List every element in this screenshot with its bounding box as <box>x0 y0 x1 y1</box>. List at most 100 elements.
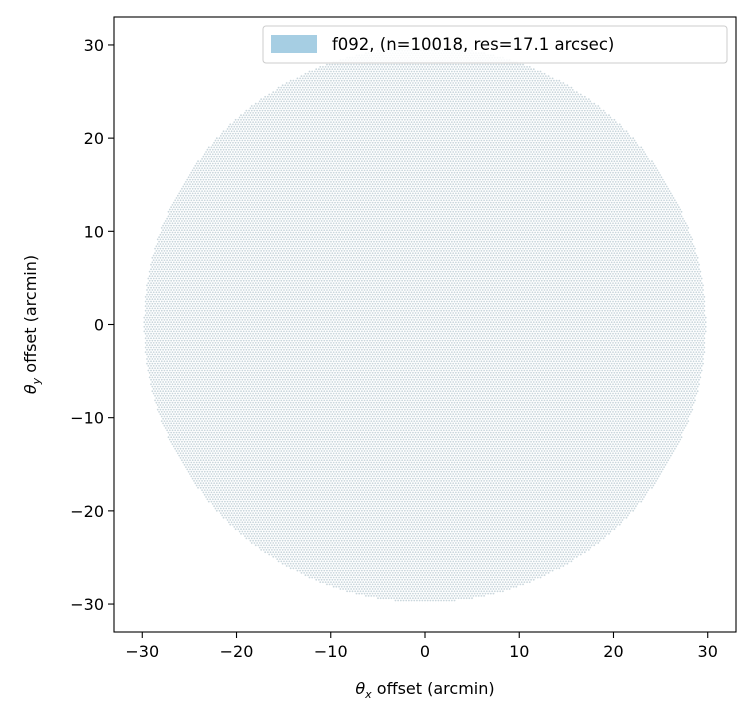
scatter-point <box>391 593 393 595</box>
scatter-point <box>576 547 578 549</box>
scatter-point <box>276 535 278 537</box>
scatter-point <box>481 544 483 546</box>
scatter-point <box>299 547 301 549</box>
scatter-point <box>603 537 605 539</box>
scatter-point <box>294 551 296 553</box>
scatter-point <box>460 547 462 549</box>
scatter-point <box>517 542 519 544</box>
scatter-point <box>310 570 312 572</box>
scatter-point <box>408 572 410 574</box>
scatter-point <box>381 554 383 556</box>
scatter-point <box>403 572 405 574</box>
scatter-point <box>478 563 480 565</box>
scatter-point <box>599 531 601 533</box>
scatter-point <box>497 554 499 556</box>
scatter-point <box>538 542 540 544</box>
scatter-point <box>541 533 543 535</box>
scatter-point <box>514 551 516 553</box>
scatter-point <box>382 583 384 585</box>
scatter-point <box>460 542 462 544</box>
scatter-point <box>438 558 440 560</box>
scatter-point <box>455 570 457 572</box>
scatter-point <box>280 528 282 530</box>
scatter-point <box>450 528 452 530</box>
scatter-point <box>349 549 351 551</box>
scatter-point <box>522 579 524 581</box>
scatter-point <box>428 551 430 553</box>
scatter-point <box>286 542 288 544</box>
scatter-point <box>327 549 329 551</box>
scatter-point <box>467 549 469 551</box>
scatter-point <box>344 577 346 579</box>
scatter-point <box>345 579 347 581</box>
scatter-point <box>382 542 384 544</box>
scatter-point <box>523 558 525 560</box>
scatter-point <box>240 533 242 535</box>
scatter-point <box>497 544 499 546</box>
scatter-point <box>537 554 539 556</box>
scatter-point <box>298 563 300 565</box>
scatter-point <box>549 551 551 553</box>
scatter-point <box>534 535 536 537</box>
scatter-point <box>341 531 343 533</box>
scatter-point <box>557 537 559 539</box>
scatter-point <box>455 551 457 553</box>
scatter-point <box>421 581 423 583</box>
scatter-point <box>497 586 499 588</box>
scatter-point <box>490 551 492 553</box>
scatter-point <box>385 556 387 558</box>
scatter-point <box>446 563 448 565</box>
scatter-point <box>468 551 470 553</box>
scatter-point <box>291 565 293 567</box>
scatter-point <box>545 544 547 546</box>
scatter-point <box>451 540 453 542</box>
scatter-point <box>278 551 280 553</box>
scatter-point <box>356 588 358 590</box>
scatter-point <box>478 572 480 574</box>
scatter-point <box>429 600 431 602</box>
scatter-point <box>321 579 323 581</box>
scatter-point <box>362 554 364 556</box>
scatter-point <box>483 558 485 560</box>
scatter-point <box>391 533 393 535</box>
scatter-point <box>446 595 448 597</box>
scatter-point <box>550 563 552 565</box>
scatter-point <box>370 544 372 546</box>
scatter-point <box>360 572 362 574</box>
scatter-point <box>440 563 442 565</box>
scatter-point <box>482 556 484 558</box>
scatter-point <box>522 533 524 535</box>
scatter-point <box>487 570 489 572</box>
scatter-point <box>301 540 303 542</box>
scatter-point <box>452 528 454 530</box>
scatter-point <box>470 595 472 597</box>
scatter-point <box>391 542 393 544</box>
scatter-point <box>521 572 523 574</box>
scatter-point <box>392 563 394 565</box>
scatter-point <box>483 554 485 556</box>
scatter-point <box>549 533 551 535</box>
scatter-point <box>420 551 422 553</box>
scatter-point <box>529 540 531 542</box>
scatter-point <box>464 554 466 556</box>
scatter-point <box>361 574 363 576</box>
scatter-point <box>506 574 508 576</box>
scatter-point <box>333 581 335 583</box>
scatter-point <box>506 556 508 558</box>
scatter-point <box>366 542 368 544</box>
scatter-point <box>322 567 324 569</box>
scatter-point <box>290 535 292 537</box>
scatter-point <box>487 574 489 576</box>
scatter-point <box>459 535 461 537</box>
scatter-point <box>413 544 415 546</box>
scatter-point <box>254 533 256 535</box>
scatter-point <box>420 579 422 581</box>
scatter-point <box>327 572 329 574</box>
scatter-point <box>322 540 324 542</box>
scatter-point <box>412 533 414 535</box>
scatter-point <box>364 542 366 544</box>
scatter-point <box>299 565 301 567</box>
scatter-point <box>479 556 481 558</box>
scatter-point <box>556 554 558 556</box>
scatter-point <box>562 542 564 544</box>
